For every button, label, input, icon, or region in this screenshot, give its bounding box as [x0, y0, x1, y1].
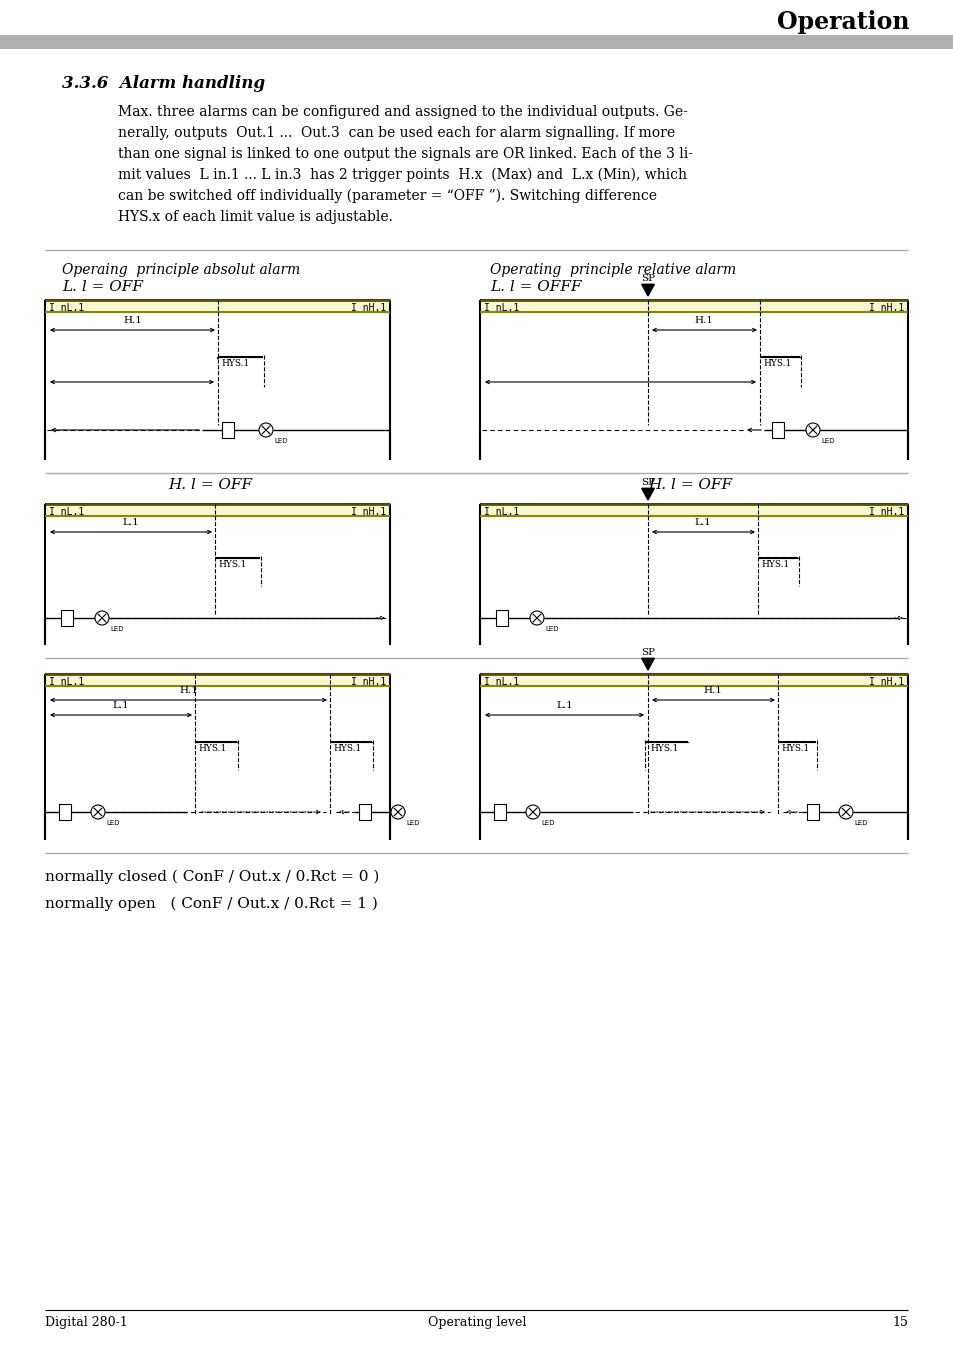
Text: SP: SP: [640, 648, 655, 657]
Text: H.1: H.1: [694, 316, 713, 325]
Circle shape: [391, 805, 405, 819]
Text: H. l = OFF: H. l = OFF: [647, 478, 731, 491]
Text: I nH.1: I nH.1: [868, 676, 903, 687]
Text: H.1: H.1: [179, 686, 197, 695]
Bar: [0, 35, 953, 49]
Text: SP: SP: [640, 274, 655, 284]
Text: HYS.1: HYS.1: [649, 744, 678, 753]
Circle shape: [258, 423, 273, 437]
Bar: [479, 300, 907, 312]
Text: I nL.1: I nL.1: [49, 508, 84, 517]
Polygon shape: [641, 489, 654, 500]
Text: I nL.1: I nL.1: [49, 676, 84, 687]
Text: I nL.1: I nL.1: [483, 302, 518, 313]
Bar: [45, 504, 390, 516]
Text: HYS.1: HYS.1: [760, 560, 788, 568]
Text: H.1: H.1: [702, 686, 721, 695]
Text: I nL.1: I nL.1: [483, 676, 518, 687]
Text: HYS.1: HYS.1: [198, 744, 226, 753]
Text: I nL.1: I nL.1: [483, 508, 518, 517]
Text: HYS.1: HYS.1: [221, 359, 249, 369]
Text: H.1: H.1: [123, 316, 142, 325]
Text: L.1: L.1: [112, 701, 130, 710]
Bar: [479, 504, 907, 516]
Text: LED: LED: [106, 819, 119, 826]
Text: L. l = OFFF: L. l = OFFF: [490, 279, 581, 294]
Text: LED: LED: [544, 626, 558, 632]
Text: Operating level: Operating level: [427, 1316, 526, 1328]
Text: I nL.1: I nL.1: [49, 302, 84, 313]
Text: L.1: L.1: [694, 518, 711, 526]
Text: normally closed ( ConF / Out.x / 0.Rct = 0 ): normally closed ( ConF / Out.x / 0.Rct =…: [45, 869, 379, 884]
Circle shape: [838, 805, 852, 819]
Circle shape: [525, 805, 539, 819]
Text: I nH.1: I nH.1: [351, 508, 386, 517]
Bar: [771, 423, 783, 437]
Text: LED: LED: [853, 819, 866, 826]
Text: normally open   ( ConF / Out.x / 0.Rct = 1 ): normally open ( ConF / Out.x / 0.Rct = 1…: [45, 896, 377, 911]
Text: I nH.1: I nH.1: [868, 302, 903, 313]
Text: L.1: L.1: [556, 701, 572, 710]
Text: nerally, outputs  Out.1 ...  Out.3  can be used each for alarm signalling. If mo: nerally, outputs Out.1 ... Out.3 can be …: [118, 126, 675, 140]
Bar: [45, 674, 390, 686]
Circle shape: [530, 612, 543, 625]
Text: L. l = OFF: L. l = OFF: [62, 279, 143, 294]
Text: mit values  L in.1 ... L in.3  has 2 trigger points  H.x  (Max) and  L.x (Min), : mit values L in.1 ... L in.3 has 2 trigg…: [118, 167, 686, 182]
Text: 3.3.6  Alarm handling: 3.3.6 Alarm handling: [62, 76, 265, 92]
Text: Operating  principle relative alarm: Operating principle relative alarm: [490, 263, 736, 277]
Bar: [494, 805, 505, 819]
Text: H. l = OFF: H. l = OFF: [168, 478, 252, 491]
Text: HYS.1: HYS.1: [218, 560, 246, 568]
Text: HYS.1: HYS.1: [762, 359, 790, 369]
Bar: [61, 610, 73, 626]
Text: than one signal is linked to one output the signals are OR linked. Each of the 3: than one signal is linked to one output …: [118, 147, 692, 161]
Text: I nH.1: I nH.1: [351, 676, 386, 687]
Text: Max. three alarms can be configured and assigned to the individual outputs. Ge-: Max. three alarms can be configured and …: [118, 105, 687, 119]
Bar: [59, 805, 71, 819]
Text: HYS.1: HYS.1: [781, 744, 808, 753]
Text: LED: LED: [821, 437, 834, 444]
Circle shape: [91, 805, 105, 819]
Text: Operation: Operation: [777, 9, 909, 34]
Text: LED: LED: [406, 819, 419, 826]
Bar: [496, 610, 507, 626]
Text: I nH.1: I nH.1: [351, 302, 386, 313]
Text: LED: LED: [540, 819, 554, 826]
Text: SP: SP: [640, 478, 655, 487]
Text: LED: LED: [110, 626, 123, 632]
Text: HYS.1: HYS.1: [333, 744, 361, 753]
Bar: [806, 805, 818, 819]
Circle shape: [805, 423, 820, 437]
Circle shape: [95, 612, 109, 625]
Text: can be switched off individually (parameter = “OFF ”). Switching difference: can be switched off individually (parame…: [118, 189, 657, 204]
Text: LED: LED: [274, 437, 287, 444]
Text: HYS.x of each limit value is adjustable.: HYS.x of each limit value is adjustable.: [118, 211, 393, 224]
Polygon shape: [641, 659, 654, 670]
Text: 15: 15: [891, 1316, 907, 1328]
Text: L.1: L.1: [123, 518, 139, 526]
Bar: [222, 423, 233, 437]
Bar: [45, 300, 390, 312]
Bar: [479, 674, 907, 686]
Polygon shape: [641, 285, 654, 296]
Text: Operaing  principle absolut alarm: Operaing principle absolut alarm: [62, 263, 300, 277]
Text: Digital 280-1: Digital 280-1: [45, 1316, 128, 1328]
Text: I nH.1: I nH.1: [868, 508, 903, 517]
Bar: [358, 805, 371, 819]
